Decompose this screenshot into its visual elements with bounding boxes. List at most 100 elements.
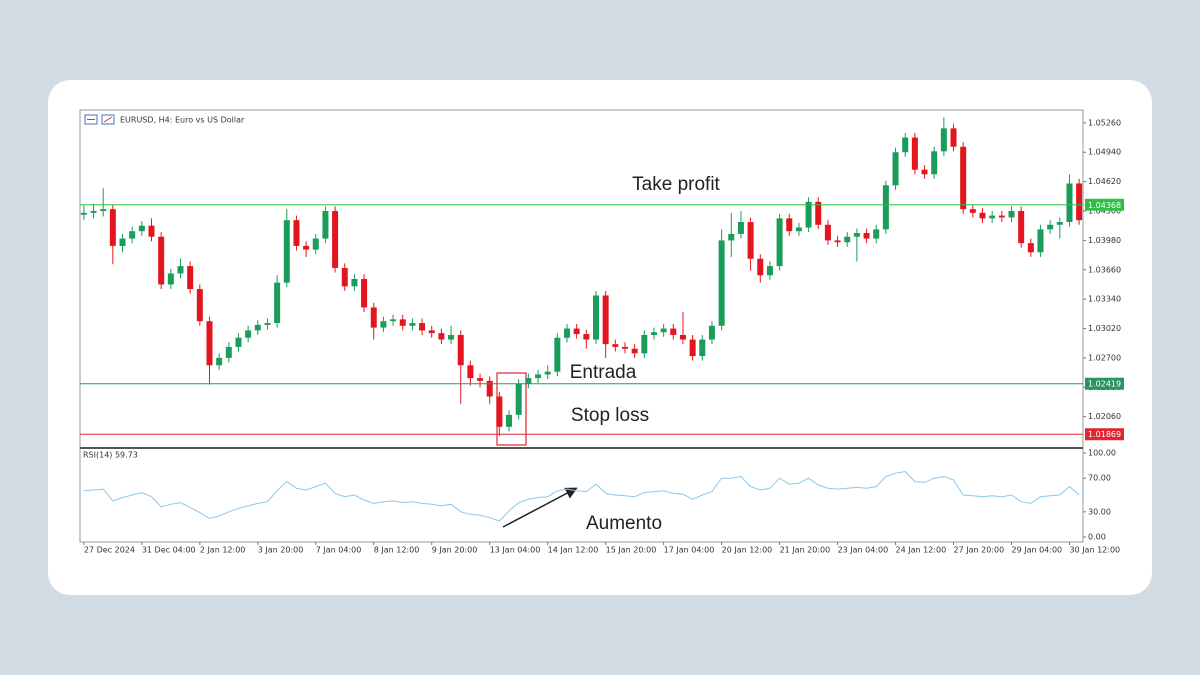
candle-body — [805, 201, 812, 228]
candle-body — [989, 215, 996, 219]
candle-body — [689, 339, 696, 357]
annotation: Aumento — [586, 513, 662, 534]
candle-body — [660, 328, 667, 333]
plot-frame — [79, 109, 1084, 543]
candle-body — [892, 152, 899, 186]
candle-body — [148, 225, 155, 237]
candle-body — [737, 222, 744, 234]
candle-body — [361, 278, 368, 308]
y2-tick-label: 30.00 — [1088, 507, 1111, 516]
candle-body — [109, 209, 116, 246]
candle-body — [902, 137, 909, 153]
annotation: Stop loss — [571, 405, 649, 426]
annotation: Take profit — [632, 174, 720, 195]
candle-body — [486, 380, 493, 397]
candle-body — [786, 218, 793, 232]
candle-body — [815, 201, 822, 225]
x-tick-label: 31 Dec 04:00 — [142, 546, 196, 555]
candle-body — [621, 346, 628, 349]
x-tick-label: 9 Jan 20:00 — [432, 546, 478, 555]
candle-body — [921, 169, 928, 175]
candle-body — [341, 267, 348, 287]
candle-body — [322, 211, 329, 239]
x-tick-label: 2 Jan 12:00 — [200, 546, 246, 555]
candle-body — [931, 151, 938, 175]
level-label-box — [1085, 428, 1124, 441]
candle-body — [641, 334, 648, 354]
candle-body — [670, 328, 677, 335]
y-tick-label: 1.02700 — [1088, 353, 1121, 362]
candle-body — [535, 374, 542, 379]
x-tick-label: 20 Jan 12:00 — [722, 546, 773, 555]
candle-body — [1056, 222, 1063, 225]
candle-body — [448, 334, 455, 340]
y-tick-label: 1.03980 — [1088, 236, 1121, 245]
candle-body — [312, 238, 319, 250]
candle-body — [100, 209, 107, 212]
x-tick-label: 24 Jan 12:00 — [896, 546, 947, 555]
candle-body — [370, 307, 377, 328]
y-tick-label: 1.02060 — [1088, 412, 1121, 421]
candle-body — [187, 266, 194, 290]
candle-body — [332, 211, 339, 268]
candle-body — [119, 238, 126, 246]
level-label-box — [1085, 377, 1124, 390]
candle-body — [380, 321, 387, 328]
x-tick-label: 8 Jan 12:00 — [374, 546, 420, 555]
candle-body — [80, 212, 87, 215]
candle-body — [834, 240, 841, 243]
candle-body — [795, 227, 802, 232]
candle-body — [390, 319, 397, 322]
candle-body — [525, 378, 532, 384]
y2-tick-label: 0.00 — [1088, 533, 1106, 542]
marks: 1.05260 1.04940 1.04620 1.04300 1.03980 1.036… — [80, 117, 1124, 555]
x-tick-label: 29 Jan 04:00 — [1011, 546, 1062, 555]
candle-body — [776, 218, 783, 267]
candle-body — [708, 325, 715, 340]
candle-body — [728, 233, 735, 241]
candle-body — [196, 289, 203, 322]
candle-body — [718, 240, 725, 326]
candle-body — [438, 333, 445, 340]
candle-body — [979, 212, 986, 219]
candle-body — [515, 383, 522, 415]
candle-body — [428, 330, 435, 334]
annotation: Entrada — [570, 362, 637, 383]
candle-body — [766, 266, 773, 276]
candle-body — [873, 229, 880, 239]
candle-body — [940, 128, 947, 152]
candle-body — [138, 225, 145, 232]
y2-tick-label: 100.00 — [1088, 449, 1116, 458]
candle-body — [158, 236, 165, 285]
level-label-box — [1085, 198, 1124, 211]
candle-body — [950, 128, 957, 147]
x-tick-label: 13 Jan 04:00 — [490, 546, 541, 555]
candle-body — [1047, 224, 1054, 230]
icon-line — [103, 116, 113, 123]
candle-body — [1066, 183, 1073, 223]
candle-body — [554, 337, 561, 372]
candle-body — [477, 378, 484, 381]
candle-body — [1076, 183, 1083, 221]
candle-body — [679, 334, 686, 340]
trend-arrow — [502, 487, 578, 528]
x-tick-label: 15 Jan 20:00 — [606, 546, 657, 555]
candle-body — [853, 233, 860, 237]
candle-body — [506, 414, 513, 427]
candle-body — [351, 278, 358, 287]
x-tick-label: 27 Jan 20:00 — [954, 546, 1005, 555]
x-tick-label: 17 Jan 04:00 — [664, 546, 715, 555]
chart-title: EURUSD, H4: Euro vs US Dollar — [120, 116, 245, 125]
candle-body — [1027, 243, 1034, 253]
candle-body — [409, 323, 416, 326]
candle-body — [882, 185, 889, 230]
candle-body — [254, 324, 261, 331]
x-tick-label: 23 Jan 04:00 — [838, 546, 889, 555]
candle-body — [225, 346, 232, 358]
x-tick-label: 27 Dec 2024 — [84, 546, 135, 555]
candle-body — [177, 266, 184, 274]
candle-body — [216, 357, 223, 366]
candle-body — [245, 330, 252, 338]
